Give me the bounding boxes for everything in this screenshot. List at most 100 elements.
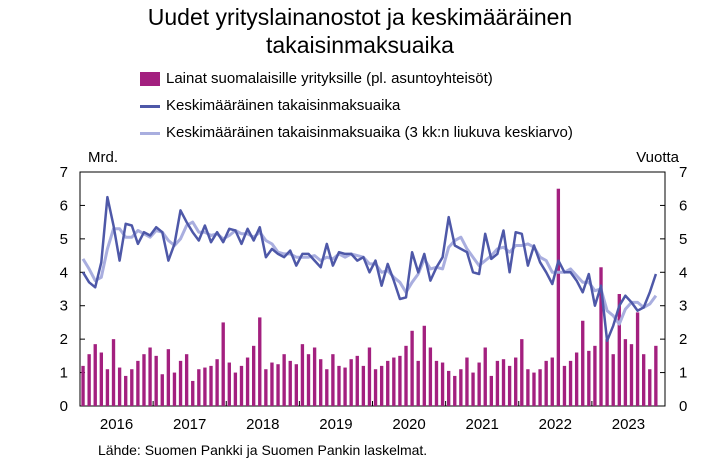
bar-loans bbox=[264, 369, 268, 406]
bar-loans bbox=[288, 360, 292, 406]
legend-swatch-repayment bbox=[140, 104, 160, 108]
bar-loans bbox=[276, 364, 280, 406]
bar-loans bbox=[416, 360, 420, 406]
y-tick-label-right: 3 bbox=[679, 298, 687, 315]
y-tick-label-left: 1 bbox=[60, 365, 68, 382]
bar-loans bbox=[386, 360, 390, 406]
bar-loans bbox=[148, 347, 152, 406]
bar-loans bbox=[654, 345, 658, 406]
bar-loans bbox=[501, 359, 506, 406]
bar-loans bbox=[117, 367, 122, 406]
y-tick-label-right: 5 bbox=[679, 231, 687, 248]
x-tick-label: 2017 bbox=[173, 416, 206, 433]
bar-loans bbox=[221, 322, 225, 406]
bar-loans bbox=[605, 339, 609, 406]
bar-loans bbox=[99, 352, 104, 406]
bar-loans bbox=[562, 365, 567, 406]
bar-loans bbox=[465, 357, 469, 406]
bar-loans bbox=[343, 367, 347, 406]
bar-loans bbox=[319, 359, 323, 406]
bar-loans bbox=[325, 369, 329, 406]
bar-loans bbox=[635, 312, 640, 406]
legend-item-repayment-avg: Keskimääräinen takaisinmaksuaika (3 kk:n… bbox=[140, 121, 573, 145]
bar-loans bbox=[239, 365, 244, 406]
legend-label-repayment-avg: Keskimääräinen takaisinmaksuaika (3 kk:n… bbox=[166, 124, 573, 141]
bar-loans bbox=[581, 320, 585, 406]
y-tick-label-left: 2 bbox=[60, 331, 68, 348]
bar-loans bbox=[544, 360, 548, 406]
bar-loans bbox=[209, 365, 213, 406]
bar-loans bbox=[105, 369, 110, 406]
bar-loans bbox=[258, 317, 262, 406]
bar-loans bbox=[550, 357, 554, 406]
bar-loans bbox=[477, 362, 481, 406]
bar-loans bbox=[130, 369, 134, 406]
bar-loans bbox=[520, 339, 524, 406]
bar-loans bbox=[306, 354, 311, 406]
y-axis-label-right: Vuotta bbox=[636, 149, 679, 166]
bar-loans bbox=[227, 362, 231, 406]
bar-loans bbox=[507, 365, 512, 406]
bar-loans bbox=[203, 367, 207, 406]
chart-title-line1: Uudet yrityslainanostot ja keskimääräine… bbox=[147, 4, 573, 30]
bar-loans bbox=[111, 339, 116, 406]
y-tick-label-right: 0 bbox=[679, 398, 687, 415]
source-note: Lähde: Suomen Pankki ja Suomen Pankin la… bbox=[98, 442, 428, 458]
bar-loans bbox=[245, 357, 250, 406]
bar-loans bbox=[331, 354, 335, 406]
y-tick-label-right: 1 bbox=[679, 365, 687, 382]
y-tick-label-left: 7 bbox=[60, 164, 68, 181]
bar-loans bbox=[617, 294, 621, 406]
y-tick-label-left: 3 bbox=[60, 298, 68, 315]
bar-loans bbox=[629, 344, 634, 406]
bar-loans bbox=[514, 357, 518, 406]
bar-loans bbox=[446, 370, 451, 406]
bar-loans bbox=[87, 354, 91, 406]
bar-loans bbox=[294, 364, 299, 406]
bar-loans bbox=[392, 357, 396, 406]
bar-loans bbox=[361, 365, 366, 406]
bar-loans bbox=[398, 355, 402, 406]
legend-item-loans: Lainat suomalaisille yrityksille (pl. as… bbox=[140, 67, 493, 91]
bar-loans bbox=[93, 344, 97, 406]
bar-loans bbox=[373, 369, 378, 406]
bar-loans bbox=[251, 345, 256, 406]
bar-loans bbox=[282, 354, 286, 406]
bar-loans bbox=[81, 365, 85, 406]
x-tick-label: 2022 bbox=[539, 416, 572, 433]
y-tick-label-right: 6 bbox=[679, 197, 687, 214]
bar-loans bbox=[489, 375, 494, 406]
bar-loans bbox=[459, 369, 463, 406]
y-tick-label-right: 7 bbox=[679, 164, 687, 181]
line-repayment-avg bbox=[81, 220, 658, 326]
bar-loans bbox=[233, 372, 238, 406]
bar-loans bbox=[184, 354, 189, 406]
legend-swatch-repayment-avg bbox=[140, 131, 160, 135]
bar-loans bbox=[648, 369, 652, 406]
bar-loans bbox=[142, 354, 146, 406]
bar-loans bbox=[532, 372, 536, 406]
bar-loans bbox=[404, 345, 408, 406]
bar-loans bbox=[483, 347, 487, 406]
y-tick-label-left: 5 bbox=[60, 231, 68, 248]
bar-loans bbox=[197, 369, 201, 406]
x-tick-label: 2020 bbox=[392, 416, 425, 433]
y-tick-label-left: 6 bbox=[60, 197, 68, 214]
bar-loans bbox=[124, 375, 128, 406]
bar-loans bbox=[538, 369, 542, 406]
y-tick-label-left: 4 bbox=[60, 264, 68, 281]
bar-loans bbox=[623, 339, 628, 406]
x-tick-label: 2021 bbox=[466, 416, 499, 433]
bar-loans bbox=[172, 372, 177, 406]
bar-loans bbox=[166, 349, 171, 406]
bar-loans bbox=[599, 267, 603, 406]
bar-loans bbox=[270, 362, 274, 406]
legend-swatch-loans bbox=[140, 72, 160, 87]
bar-loans bbox=[136, 360, 140, 406]
bar-loans bbox=[355, 355, 359, 406]
bar-loans bbox=[641, 354, 646, 406]
x-tick-label: 2023 bbox=[612, 416, 645, 433]
bar-loans bbox=[453, 375, 457, 406]
bar-loans bbox=[337, 365, 341, 406]
